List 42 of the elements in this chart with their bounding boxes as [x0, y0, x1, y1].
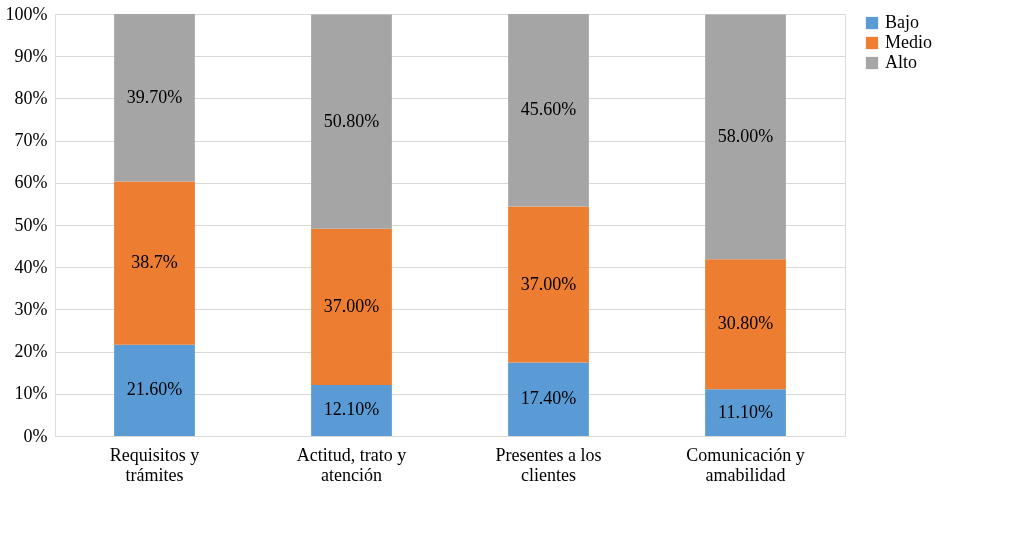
x-tick-label: Presentes a los clientes	[495, 444, 602, 485]
bar	[508, 362, 589, 436]
y-tick-label: 80%	[14, 87, 48, 108]
bar	[311, 14, 392, 229]
data-label: 17.40%	[520, 388, 577, 409]
bar	[114, 14, 195, 182]
y-tick-label: 10%	[14, 383, 48, 404]
y-tick-label: 60%	[14, 172, 48, 193]
bar	[508, 206, 589, 363]
bar	[705, 389, 786, 436]
data-label: 37.00%	[520, 273, 577, 294]
data-label: 30.80%	[717, 313, 774, 334]
legend-label: Bajo	[885, 12, 919, 32]
y-tick-label: 30%	[14, 298, 48, 319]
y-tick-label: 70%	[14, 130, 48, 151]
data-label: 38.7%	[131, 252, 178, 273]
bar	[114, 344, 195, 436]
x-tick-label: Comunicación y amabilidad	[686, 444, 805, 485]
y-tick-label: 100%	[5, 3, 48, 24]
bar	[311, 384, 392, 436]
data-label: 58.00%	[717, 125, 774, 146]
data-label: 50.80%	[323, 110, 380, 131]
y-tick-label: 0%	[23, 425, 48, 446]
data-label: 45.60%	[520, 99, 577, 120]
bar	[508, 14, 589, 207]
data-label: 37.00%	[323, 295, 380, 316]
bar	[114, 181, 195, 345]
x-tick-label: Requisitos y trámites	[109, 444, 200, 485]
data-label: 21.60%	[126, 379, 183, 400]
data-label: 12.10%	[323, 399, 380, 420]
data-label: 11.10%	[718, 401, 773, 422]
bar	[705, 259, 786, 390]
bar	[311, 228, 392, 385]
y-tick-label: 20%	[14, 341, 48, 362]
y-tick-label: 90%	[14, 45, 48, 66]
bar	[705, 14, 786, 260]
data-label: 39.70%	[126, 86, 183, 107]
y-tick-label: 50%	[14, 214, 48, 235]
x-tick-label: Actitud, trato y atención	[296, 444, 407, 485]
y-tick-label: 40%	[14, 256, 48, 277]
legend-label: Alto	[885, 52, 918, 72]
legend-label: Medio	[885, 32, 932, 52]
